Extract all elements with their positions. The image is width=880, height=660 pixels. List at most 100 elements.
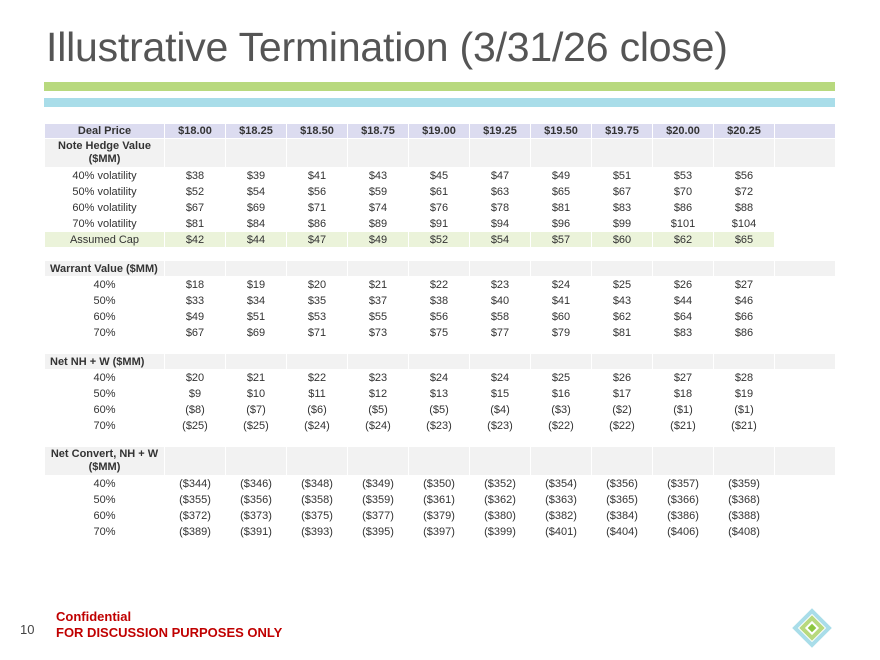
spacer-row bbox=[44, 247, 836, 261]
table-row-cell: $26 bbox=[591, 369, 653, 386]
table-row: 70% volatility $81 $84 $86 $89 $91 $94 $96 $99 $1… bbox=[44, 215, 836, 232]
blue-divider-bar bbox=[44, 98, 835, 107]
table-row-cell: $62 bbox=[591, 308, 653, 325]
table-row-cell: $63 bbox=[469, 183, 531, 200]
table-row-cell: ($5) bbox=[347, 401, 409, 418]
section-note-hedge-cell bbox=[530, 138, 592, 168]
table-row-cell: $21 bbox=[347, 276, 409, 293]
spacer-row-cell bbox=[652, 247, 714, 261]
blank-cell bbox=[774, 292, 836, 309]
table-row-cell: ($379) bbox=[408, 507, 470, 524]
table-row-label: 60% bbox=[44, 507, 165, 524]
assumed-cap-row-cell: $54 bbox=[469, 231, 531, 248]
table-row-cell: ($2) bbox=[591, 401, 653, 418]
table-row-cell: ($22) bbox=[591, 417, 653, 434]
spacer-row-cell bbox=[713, 247, 775, 261]
table-row-label: 60% bbox=[44, 308, 165, 325]
table-row-label: 40% volatility bbox=[44, 167, 165, 184]
table-row-cell: ($25) bbox=[164, 417, 226, 434]
table-row-label: 70% bbox=[44, 324, 165, 341]
table-row-label: 40% bbox=[44, 276, 165, 293]
blank-cell bbox=[774, 491, 836, 508]
table-row-cell: ($4) bbox=[469, 401, 531, 418]
blank-cell bbox=[774, 215, 836, 232]
table-row-cell: ($380) bbox=[469, 507, 531, 524]
table-row-cell: $73 bbox=[347, 324, 409, 341]
section-net-convert-cell bbox=[530, 446, 592, 476]
table-row-cell: $24 bbox=[408, 369, 470, 386]
spacer-row-cell bbox=[591, 433, 653, 447]
section-warrant-cell bbox=[469, 260, 531, 277]
section-net-convert: Net Convert, NH + W ($MM) bbox=[44, 446, 836, 476]
spacer-row-cell bbox=[347, 247, 409, 261]
table-row-cell: ($373) bbox=[225, 507, 287, 524]
section-net-convert-cell bbox=[408, 446, 470, 476]
table-row-cell: ($7) bbox=[225, 401, 287, 418]
section-note-hedge-cell bbox=[713, 138, 775, 168]
section-net-convert-cell bbox=[652, 446, 714, 476]
table-row-cell: $70 bbox=[652, 183, 714, 200]
table-row-cell: $26 bbox=[652, 276, 714, 293]
table-row-cell: ($399) bbox=[469, 523, 531, 540]
table-row-cell: $40 bbox=[469, 292, 531, 309]
table-row-cell: $88 bbox=[713, 199, 775, 216]
table-row-cell: $104 bbox=[713, 215, 775, 232]
table-row-cell: $27 bbox=[713, 276, 775, 293]
spacer-row-cell bbox=[164, 433, 226, 447]
table-row-cell: $53 bbox=[286, 308, 348, 325]
spacer-row-cell bbox=[286, 433, 348, 447]
section-note-hedge-cell bbox=[408, 138, 470, 168]
blank-cell bbox=[774, 369, 836, 386]
table-row-cell: $54 bbox=[225, 183, 287, 200]
table-row-cell: $71 bbox=[286, 324, 348, 341]
section-net-convert-cell bbox=[713, 446, 775, 476]
blank-cell bbox=[774, 260, 836, 277]
table-row-cell: $65 bbox=[530, 183, 592, 200]
assumed-cap-row-cell: $57 bbox=[530, 231, 592, 248]
table-row-cell: ($1) bbox=[713, 401, 775, 418]
table-row-cell: ($355) bbox=[164, 491, 226, 508]
table-row-cell: ($406) bbox=[652, 523, 714, 540]
table-row-cell: ($24) bbox=[347, 417, 409, 434]
table-row-cell: $49 bbox=[164, 308, 226, 325]
section-net-nh-w-cell bbox=[286, 353, 348, 370]
table-row-cell: $23 bbox=[469, 276, 531, 293]
table-row-cell: $41 bbox=[286, 167, 348, 184]
assumed-cap-row-cell: $47 bbox=[286, 231, 348, 248]
table-row-label: 70% bbox=[44, 523, 165, 540]
blank-cell bbox=[774, 353, 836, 370]
table-row-cell: ($25) bbox=[225, 417, 287, 434]
assumed-cap-row-cell: $42 bbox=[164, 231, 226, 248]
page-title: Illustrative Termination (3/31/26 close) bbox=[46, 24, 728, 70]
table-row-cell: $51 bbox=[225, 308, 287, 325]
section-warrant-cell bbox=[713, 260, 775, 277]
table-row-cell: ($386) bbox=[652, 507, 714, 524]
spacer-row-cell bbox=[286, 247, 348, 261]
spacer-row-cell bbox=[530, 247, 592, 261]
blank-cell bbox=[774, 324, 836, 341]
diamond-logo-icon bbox=[792, 608, 832, 648]
table-row-cell: ($21) bbox=[652, 417, 714, 434]
table-row-cell: $77 bbox=[469, 324, 531, 341]
table-row-cell: $69 bbox=[225, 324, 287, 341]
section-net-convert-cell bbox=[164, 446, 226, 476]
spacer-row bbox=[44, 433, 836, 447]
table-row-cell: ($344) bbox=[164, 475, 226, 492]
section-net-nh-w-cell bbox=[652, 353, 714, 370]
blank-cell bbox=[774, 385, 836, 402]
table-row-cell: $58 bbox=[469, 308, 531, 325]
assumed-cap-row-cell: $65 bbox=[713, 231, 775, 248]
table-row-cell: $56 bbox=[408, 308, 470, 325]
table-row-cell: ($22) bbox=[530, 417, 592, 434]
spacer-row-label bbox=[44, 247, 165, 261]
table-row-cell: ($365) bbox=[591, 491, 653, 508]
discussion-label: FOR DISCUSSION PURPOSES ONLY bbox=[56, 625, 283, 640]
spacer-row-cell bbox=[347, 340, 409, 354]
table-row-cell: $66 bbox=[713, 308, 775, 325]
blank-cell bbox=[774, 231, 836, 248]
table-row: 50% $33 $34 $35 $37 $38 $40 $41 $43 $44 $46 bbox=[44, 292, 836, 309]
table-row-cell: ($8) bbox=[164, 401, 226, 418]
section-note-hedge-cell bbox=[591, 138, 653, 168]
table-row-cell: $20 bbox=[286, 276, 348, 293]
table-row-cell: $99 bbox=[591, 215, 653, 232]
